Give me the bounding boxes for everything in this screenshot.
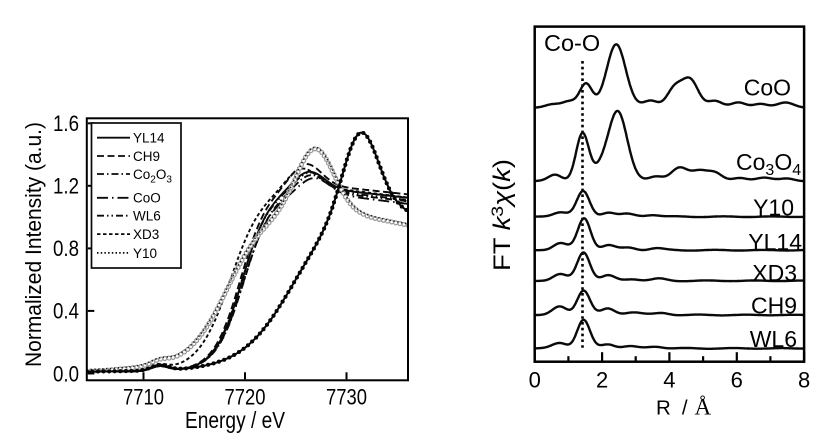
- svg-text:WL6: WL6: [133, 209, 161, 224]
- svg-text:CH9: CH9: [133, 149, 160, 164]
- svg-text:8: 8: [798, 368, 810, 393]
- svg-text:CH9: CH9: [751, 293, 797, 319]
- svg-text:0: 0: [529, 368, 541, 393]
- svg-text:0.0: 0.0: [53, 361, 79, 386]
- svg-text:7720: 7720: [225, 385, 266, 410]
- svg-text:R/Å: R / Å: [656, 395, 712, 420]
- svg-text:1.6: 1.6: [53, 111, 79, 136]
- svg-text:YL14: YL14: [133, 131, 165, 146]
- svg-text:XD3: XD3: [133, 227, 159, 242]
- svg-text:Y10: Y10: [133, 246, 157, 261]
- svg-text:7710: 7710: [123, 385, 164, 410]
- svg-text:Co-O: Co-O: [544, 30, 600, 56]
- svg-text:WL6: WL6: [750, 326, 797, 352]
- svg-text:4: 4: [663, 368, 675, 393]
- svg-text:Y10: Y10: [753, 195, 794, 221]
- svg-text:CoO: CoO: [133, 191, 161, 206]
- svg-text:Co2O3: Co2O3: [133, 167, 172, 186]
- svg-text:CoO: CoO: [744, 75, 791, 101]
- svg-text:0.8: 0.8: [53, 236, 79, 261]
- svg-text:XD3: XD3: [752, 260, 797, 286]
- svg-text:6: 6: [731, 368, 743, 393]
- svg-text:YL14: YL14: [748, 229, 802, 255]
- svg-text:7730: 7730: [326, 385, 367, 410]
- svg-text:2: 2: [596, 368, 608, 393]
- svg-text:0.4: 0.4: [53, 299, 79, 324]
- svg-text:Energy / eV: Energy / eV: [185, 407, 286, 433]
- svg-text:1.2: 1.2: [53, 174, 79, 199]
- svg-text:Normalized Intensity (a.u.): Normalized Intensity (a.u.): [21, 122, 46, 367]
